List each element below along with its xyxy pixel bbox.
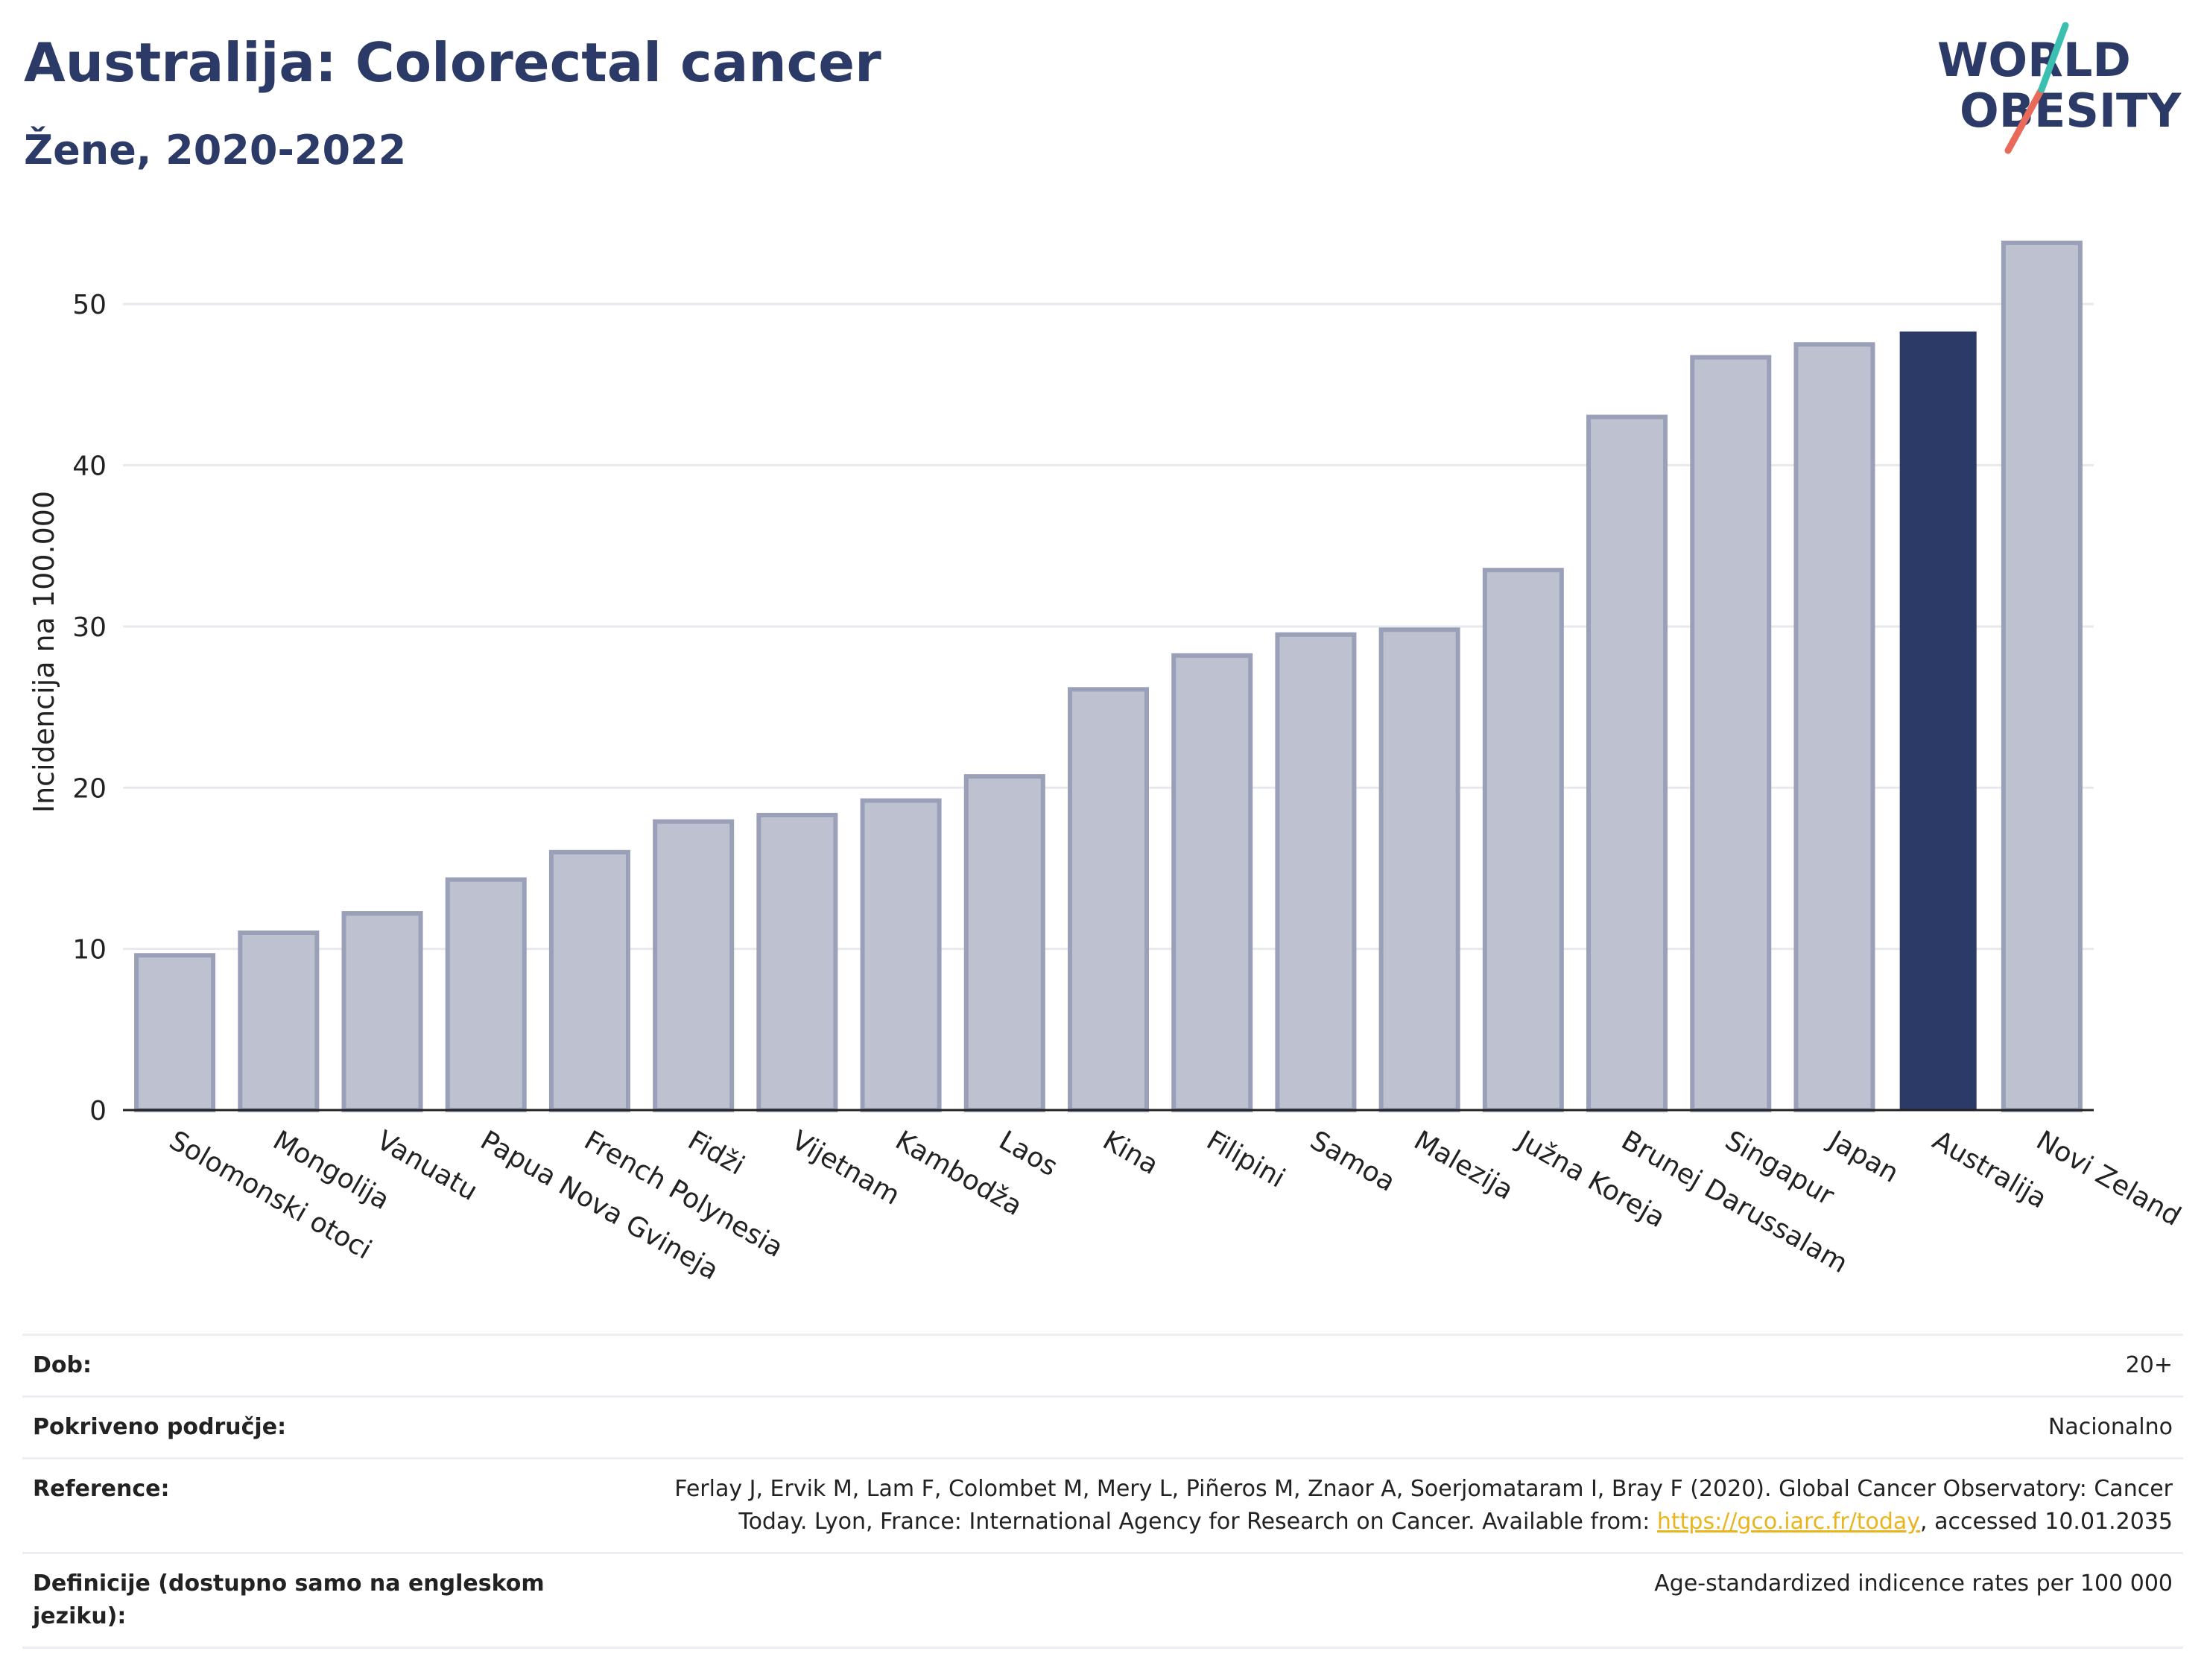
world-obesity-logo[interactable]: WORLD OBESITY xyxy=(1937,22,2191,156)
y-tick-label: 50 xyxy=(72,290,107,320)
meta-row-coverage: Pokriveno područje: Nacionalno xyxy=(22,1395,2183,1457)
x-tick-label: Kina xyxy=(1098,1125,1163,1181)
bar-fidži xyxy=(653,819,735,1113)
chart-subtitle: Žene, 2020-2022 xyxy=(24,127,407,174)
bar-japan xyxy=(1793,342,1875,1113)
bar-samoa xyxy=(1275,632,1357,1112)
bar-novi-zeland xyxy=(2001,240,2083,1112)
meta-value: Ferlay J, Ervik M, Lam F, Colombet M, Me… xyxy=(608,1473,2173,1538)
bar-južna-koreja xyxy=(1482,568,1564,1112)
bar-kina xyxy=(1067,687,1150,1112)
bar-papua-nova-gvineja xyxy=(445,877,527,1112)
meta-value: Age-standardized indicence rates per 100… xyxy=(1654,1570,2173,1597)
meta-row-reference: Reference: Ferlay J, Ervik M, Lam F, Col… xyxy=(22,1457,2183,1552)
x-tick-label: Laos xyxy=(994,1125,1063,1182)
y-tick-label: 40 xyxy=(72,451,107,482)
bar-brunej-darussalam xyxy=(1586,414,1668,1112)
reference-link[interactable]: https://gco.iarc.fr/today xyxy=(1656,1509,1921,1535)
meta-label: Definicije (dostupno samo na engleskom j… xyxy=(33,1570,545,1629)
x-tick-label: Australija xyxy=(1928,1125,2052,1214)
y-axis-title: Incidencija na 100.000 xyxy=(28,491,60,813)
y-tick-label: 0 xyxy=(89,1096,107,1126)
x-tick-label: Novi Zeland xyxy=(2031,1125,2186,1232)
chart-title: Australija: Colorectal cancer xyxy=(24,31,881,94)
reference-text: Ferlay J, Ervik M, Lam F, Colombet M, Me… xyxy=(674,1476,2173,1535)
meta-value: Nacionalno xyxy=(2048,1414,2173,1440)
bar-vijetnam xyxy=(756,813,838,1113)
metadata-table: Dob: 20+ Pokriveno područje: Nacionalno … xyxy=(22,1334,2183,1649)
x-tick-label: Malezija xyxy=(1409,1125,1519,1206)
bar-solomonski-otoci xyxy=(134,953,216,1112)
bar-mongolija xyxy=(238,931,320,1112)
x-tick-label: Vijetnam xyxy=(786,1125,905,1211)
meta-label: Reference: xyxy=(33,1476,170,1502)
bar-vanuatu xyxy=(341,911,423,1112)
meta-label: Pokriveno područje: xyxy=(33,1414,287,1440)
y-tick-label: 20 xyxy=(72,773,107,804)
bar-malezija xyxy=(1378,627,1460,1112)
x-tick-label: Japan xyxy=(1823,1124,1904,1189)
logo-slash-red xyxy=(2004,86,2045,154)
x-tick-label: Fidži xyxy=(683,1125,750,1181)
bar-singapur xyxy=(1690,355,1772,1112)
meta-label: Dob: xyxy=(33,1352,92,1378)
x-tick-label: Samoa xyxy=(1305,1125,1400,1198)
bar-laos xyxy=(963,774,1045,1113)
y-tick-label: 30 xyxy=(72,612,107,643)
logo-slash-teal xyxy=(2038,22,2069,93)
logo-line1: WORLD xyxy=(1937,33,2131,87)
bar-filipini xyxy=(1171,653,1253,1112)
bar-french-polynesia xyxy=(548,849,630,1113)
meta-row-age: Dob: 20+ xyxy=(22,1334,2183,1395)
reference-accessed: , accessed 10.01.2035 xyxy=(1920,1509,2173,1535)
x-tick-label: Filipini xyxy=(1201,1125,1290,1194)
meta-row-definitions: Definicije (dostupno samo na engleskom j… xyxy=(22,1552,2183,1649)
meta-value: 20+ xyxy=(2125,1352,2173,1378)
bar-australija xyxy=(1899,331,1977,1110)
logo-line2: OBESITY xyxy=(1960,83,2182,138)
y-tick-label: 10 xyxy=(72,935,107,966)
bar-kambodža xyxy=(860,798,942,1112)
